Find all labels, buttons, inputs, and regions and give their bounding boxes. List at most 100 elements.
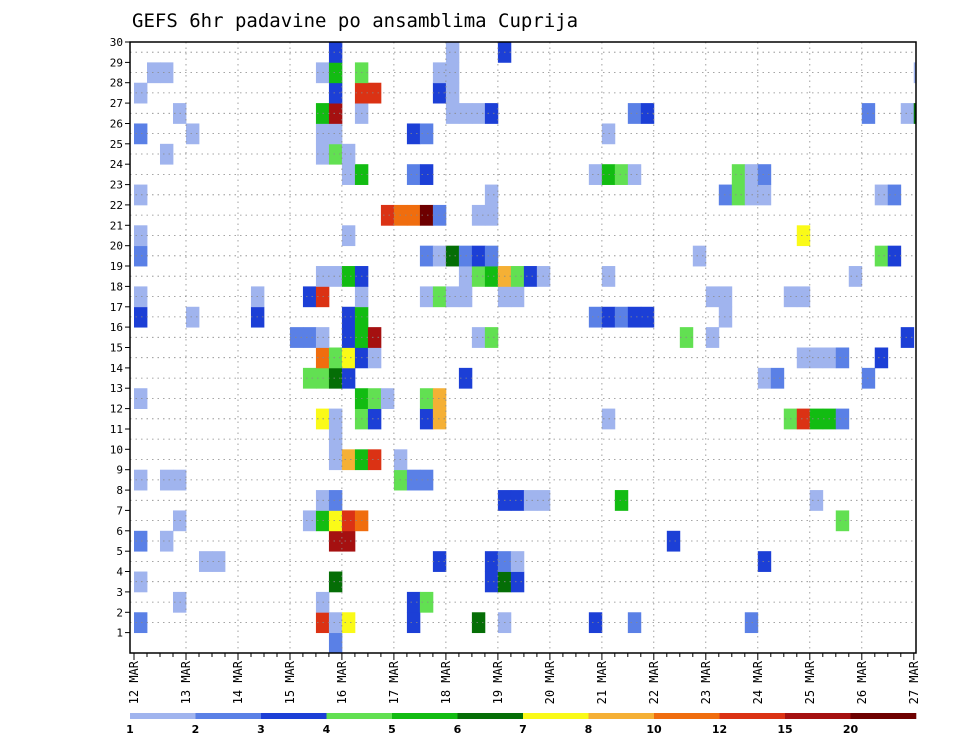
y-tick-label: 3 xyxy=(116,586,123,599)
y-tick-label: 30 xyxy=(110,36,123,49)
heatmap-cell xyxy=(380,388,395,409)
heatmap-cell xyxy=(341,367,356,389)
heatmap-cell xyxy=(874,245,889,267)
heatmap-cell xyxy=(341,612,356,634)
heatmap-cell xyxy=(471,327,486,348)
heatmap-cell xyxy=(913,62,917,84)
heatmap-cell xyxy=(692,245,707,267)
heatmap-cell xyxy=(484,327,499,348)
heatmap-cell xyxy=(510,266,525,287)
y-tick-label: 10 xyxy=(110,443,123,456)
x-tick-label: 26 MAR xyxy=(855,660,869,704)
heatmap-cell xyxy=(159,530,174,552)
heatmap-cell xyxy=(835,347,850,369)
heatmap-cell xyxy=(900,103,915,124)
heatmap-cell xyxy=(471,204,486,226)
heatmap-cell xyxy=(731,184,746,206)
heatmap-cell xyxy=(406,591,421,613)
y-tick-label: 9 xyxy=(116,464,123,477)
heatmap-cell xyxy=(432,408,447,430)
heatmap-cell xyxy=(614,164,629,185)
y-tick-label: 27 xyxy=(110,97,123,110)
heatmap-cell xyxy=(484,245,499,267)
legend-swatch xyxy=(588,713,655,719)
heatmap-cell xyxy=(588,612,603,634)
x-tick-label: 19 MAR xyxy=(491,660,505,704)
legend-swatch xyxy=(719,713,786,719)
heatmap-cell xyxy=(510,286,525,308)
x-tick-label: 20 MAR xyxy=(543,660,557,704)
heatmap-cell xyxy=(614,306,629,328)
heatmap-cell xyxy=(328,571,343,593)
heatmap-cell xyxy=(147,62,161,84)
heatmap-cell xyxy=(900,327,915,348)
y-tick-label: 6 xyxy=(116,525,123,538)
x-tick-label: 12 MAR xyxy=(127,660,141,704)
heatmap-cell xyxy=(523,266,538,287)
heatmap-cell xyxy=(406,204,421,226)
y-tick-label: 2 xyxy=(116,606,123,619)
heatmap-cell xyxy=(341,449,356,471)
heatmap-cell xyxy=(848,266,863,287)
legend-swatch xyxy=(326,713,393,719)
heatmap-cell xyxy=(341,143,356,165)
heatmap-cell xyxy=(835,408,850,430)
heatmap-cell xyxy=(302,327,317,348)
heatmap-cell xyxy=(432,286,447,308)
heatmap-cell xyxy=(380,204,395,226)
heatmap-cell xyxy=(887,184,902,206)
heatmap-cell xyxy=(341,347,356,369)
legend-swatch xyxy=(392,713,458,719)
heatmap-cell xyxy=(770,367,785,389)
heatmap-cell xyxy=(302,286,317,308)
y-tick-label: 17 xyxy=(110,301,123,314)
heatmap-cell xyxy=(796,225,811,247)
legend-label: 4 xyxy=(323,723,331,736)
heatmap-cell xyxy=(419,469,434,491)
heatmap-cell xyxy=(341,510,356,532)
heatmap-cell xyxy=(328,42,343,63)
heatmap-cell xyxy=(341,306,356,328)
legend-swatch xyxy=(261,713,327,719)
heatmap-cell xyxy=(796,286,811,308)
heatmap-cell xyxy=(367,82,382,104)
heatmap-cell xyxy=(419,591,434,613)
heatmap-cell xyxy=(328,62,343,84)
heatmap-cell xyxy=(134,245,148,267)
y-tick-label: 28 xyxy=(110,77,123,90)
x-tick-label: 15 MAR xyxy=(283,660,297,704)
heatmap-cell xyxy=(328,612,343,634)
legend-label: 1 xyxy=(126,723,134,736)
heatmap-cell xyxy=(484,184,499,206)
x-tick-label: 25 MAR xyxy=(803,660,817,704)
legend-label: 3 xyxy=(257,723,265,736)
heatmap-cell xyxy=(341,225,356,247)
heatmap-cell xyxy=(614,490,629,511)
heatmap-cell xyxy=(328,347,343,369)
y-tick-label: 21 xyxy=(110,219,123,232)
heatmap-cell xyxy=(432,204,447,226)
heatmap-cell xyxy=(757,367,772,389)
heatmap-cell xyxy=(159,62,174,84)
y-tick-label: 19 xyxy=(110,260,123,273)
heatmap-cell xyxy=(809,490,824,511)
x-tick-label: 17 MAR xyxy=(387,660,401,704)
y-tick-label: 4 xyxy=(116,566,123,579)
x-tick-label: 14 MAR xyxy=(231,660,245,704)
heatmap-cell xyxy=(419,408,434,430)
heatmap-cell xyxy=(341,266,356,287)
x-tick-label: 23 MAR xyxy=(699,660,713,704)
heatmap-cell xyxy=(134,306,148,328)
heatmap-cell xyxy=(510,571,525,593)
y-tick-label: 22 xyxy=(110,199,123,212)
legend-swatch xyxy=(195,713,262,719)
heatmap-cell xyxy=(471,266,486,287)
heatmap-cell xyxy=(406,469,421,491)
heatmap-cell xyxy=(328,449,343,471)
heatmap-cell xyxy=(484,551,499,572)
heatmap-cell xyxy=(627,306,642,328)
heatmap-cell xyxy=(419,388,434,409)
heatmap-cells xyxy=(134,42,917,654)
y-tick-label: 24 xyxy=(110,158,124,171)
